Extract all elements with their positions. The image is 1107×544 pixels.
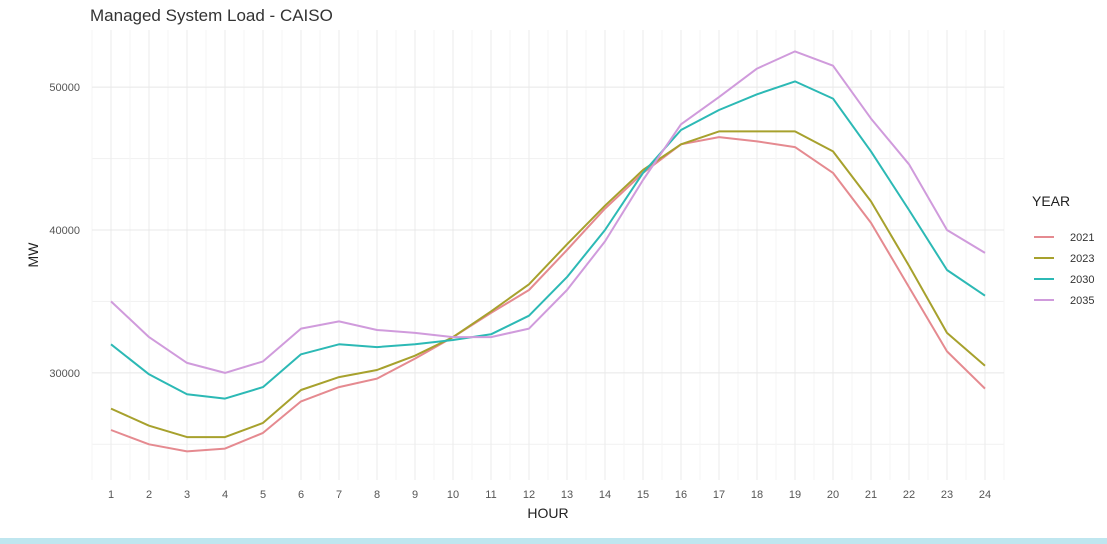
y-tick-label: 50000 (49, 82, 80, 94)
x-tick-label: 21 (865, 489, 877, 501)
y-axis-title: MW (25, 242, 41, 268)
series-line-2030 (110, 80, 986, 400)
x-tick-label: 7 (336, 489, 342, 501)
x-tick-label: 4 (222, 489, 228, 501)
x-tick-label: 1 (108, 489, 114, 501)
legend-label-2023: 2023 (1070, 253, 1094, 265)
x-tick-label: 8 (374, 489, 380, 501)
y-tick-label: 40000 (49, 225, 80, 237)
x-tick-label: 2 (146, 489, 152, 501)
series-line-2021 (110, 136, 986, 453)
legend: YEAR 2021 2023 2030 2035 (1032, 193, 1094, 307)
x-tick-label: 9 (412, 489, 418, 501)
x-tick-label: 15 (637, 489, 649, 501)
y-tick-label: 30000 (49, 368, 80, 380)
legend-label-2030: 2030 (1070, 274, 1094, 286)
x-axis-title: HOUR (527, 505, 568, 521)
x-tick-label: 10 (447, 489, 459, 501)
x-tick-label: 23 (941, 489, 953, 501)
x-tick-label: 18 (751, 489, 763, 501)
x-tick-label: 11 (485, 489, 496, 501)
grid-lines (91, 30, 1005, 480)
legend-label-2021: 2021 (1070, 232, 1094, 244)
legend-label-2035: 2035 (1070, 295, 1094, 307)
legend-title: YEAR (1032, 193, 1070, 209)
chart-title: Managed System Load - CAISO (90, 6, 333, 25)
x-tick-label: 13 (561, 489, 573, 501)
x-tick-label: 24 (979, 489, 991, 501)
x-tick-label: 6 (298, 489, 304, 501)
x-tick-label: 14 (599, 489, 611, 501)
x-tick-label: 16 (675, 489, 687, 501)
x-tick-label: 5 (260, 489, 266, 501)
x-tick-label: 17 (713, 489, 725, 501)
x-tick-label: 22 (903, 489, 915, 501)
x-tick-label: 20 (827, 489, 839, 501)
series-lines (110, 50, 986, 453)
series-line-2023 (110, 130, 986, 439)
x-tick-label: 12 (523, 489, 535, 501)
series-line-2035 (110, 50, 986, 374)
x-tick-label: 19 (789, 489, 801, 501)
x-tick-label: 3 (184, 489, 190, 501)
bottom-strip (0, 538, 1107, 544)
